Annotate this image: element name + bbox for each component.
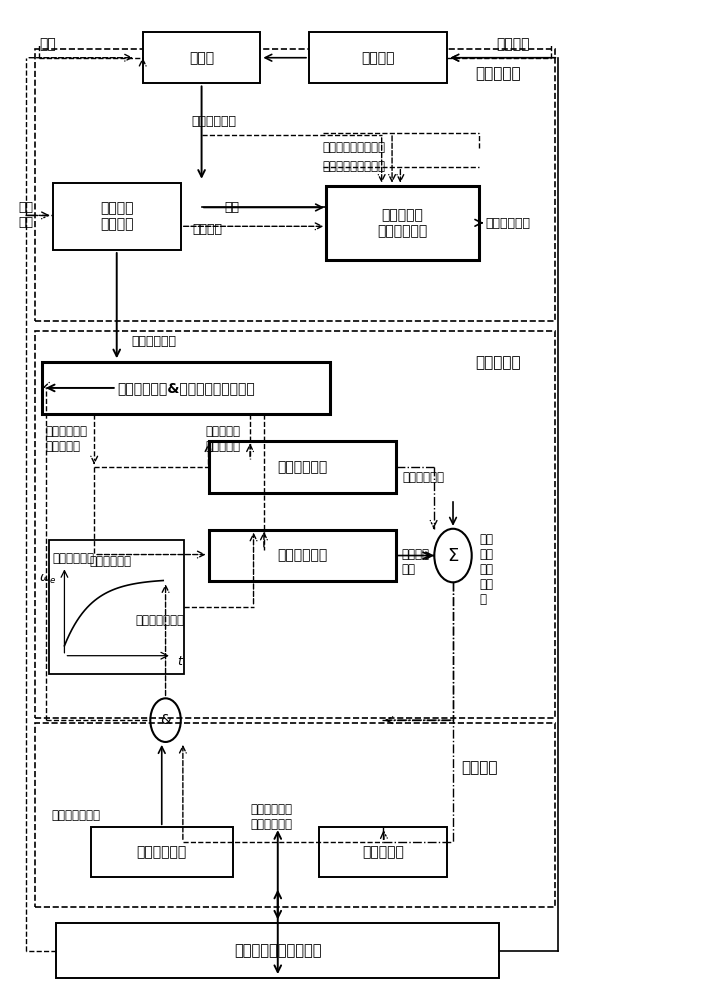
Text: 车辆
信息: 车辆 信息 [18, 201, 33, 229]
Text: 模式切换指令: 模式切换指令 [131, 335, 176, 348]
Text: 模型预测控制: 模型预测控制 [277, 549, 327, 563]
Text: 发动机控制器: 发动机控制器 [137, 845, 187, 859]
Text: 发动机参考转速: 发动机参考转速 [136, 614, 185, 627]
FancyBboxPatch shape [49, 540, 184, 674]
Text: 车速: 车速 [224, 201, 240, 214]
FancyBboxPatch shape [90, 827, 233, 877]
Text: &: & [161, 713, 171, 727]
Text: 电机
目标
转矩
决策
值: 电机 目标 转矩 决策 值 [479, 533, 494, 606]
Text: 电机补偿转矩: 电机补偿转矩 [402, 471, 444, 484]
Text: $t$: $t$ [177, 655, 184, 668]
Text: Σ: Σ [447, 547, 458, 565]
Text: 电池最大充放电功率: 电池最大充放电功率 [322, 160, 386, 173]
FancyBboxPatch shape [42, 362, 329, 414]
Text: 油门踏板开度: 油门踏板开度 [191, 115, 236, 128]
Text: 车速: 车速 [39, 37, 55, 51]
Text: 电机实际转矩
电机实际转速: 电机实际转矩 电机实际转速 [250, 803, 292, 831]
Text: 最优曲线查表: 最优曲线查表 [89, 555, 131, 568]
Text: 驾驶员: 驾驶员 [189, 51, 214, 65]
Text: 能量管理
控制策略: 能量管理 控制策略 [100, 201, 133, 231]
FancyBboxPatch shape [326, 186, 479, 260]
Text: 动力输出端
转矩估计值: 动力输出端 转矩估计值 [205, 425, 240, 453]
FancyBboxPatch shape [208, 441, 395, 493]
Text: $\omega_e$: $\omega_e$ [39, 573, 56, 586]
FancyBboxPatch shape [208, 530, 395, 581]
FancyBboxPatch shape [309, 32, 447, 83]
Text: 协调控制层: 协调控制层 [475, 356, 521, 371]
Text: 动力输出端
需求转矩计算: 动力输出端 需求转矩计算 [377, 208, 428, 238]
Text: 电机控制器: 电机控制器 [362, 845, 404, 859]
Text: 行驶工况: 行驶工况 [362, 51, 395, 65]
Text: 发动机实际转速: 发动机实际转速 [51, 809, 100, 822]
Text: 道路负载: 道路负载 [496, 37, 529, 51]
Text: 变速箱输入轴
转矩估计值: 变速箱输入轴 转矩估计值 [46, 425, 88, 453]
Text: 最优曲线查表: 最优曲线查表 [53, 552, 95, 565]
Text: 工作模式: 工作模式 [193, 223, 223, 236]
FancyBboxPatch shape [53, 183, 181, 250]
Text: 转矩冲击抑制: 转矩冲击抑制 [277, 460, 327, 474]
FancyBboxPatch shape [320, 827, 447, 877]
Text: 功率分流混合动力汽车: 功率分流混合动力汽车 [234, 943, 322, 958]
Text: 电机起停
转矩: 电机起停 转矩 [402, 548, 430, 576]
Text: 电机驱动转矩: 电机驱动转矩 [486, 217, 531, 230]
Text: 能量管理层: 能量管理层 [475, 66, 521, 81]
Text: 子控制器: 子控制器 [461, 760, 498, 775]
Text: 电机转矩、转速限制: 电机转矩、转速限制 [322, 141, 386, 154]
FancyBboxPatch shape [143, 32, 261, 83]
Text: 变速箱输入轴&动力输出端转矩估计: 变速箱输入轴&动力输出端转矩估计 [117, 381, 255, 395]
FancyBboxPatch shape [56, 923, 499, 978]
